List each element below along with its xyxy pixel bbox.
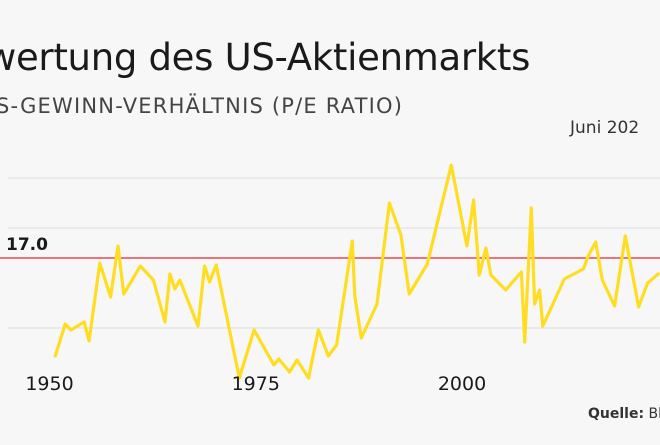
x-axis-ticks: 1950 1975 2000 <box>25 373 486 395</box>
source-value: Bl <box>648 406 660 422</box>
gridlines <box>8 177 660 329</box>
x-tick-label: 2000 <box>438 373 486 395</box>
reference-line-label: 17.0 <box>6 235 48 255</box>
chart-title: wertung des US-Aktienmarkts <box>0 36 531 79</box>
x-tick-label: 1975 <box>232 373 280 395</box>
date-label: Juni 202 <box>570 118 640 138</box>
series-line <box>53 163 660 380</box>
x-tick-label: 1950 <box>25 373 73 395</box>
source-note: Quelle: Bl <box>588 406 660 422</box>
chart-subtitle: S-GEWINN-VERHÄLTNIS (P/E RATIO) <box>0 94 404 118</box>
source-label: Quelle: <box>588 406 645 422</box>
